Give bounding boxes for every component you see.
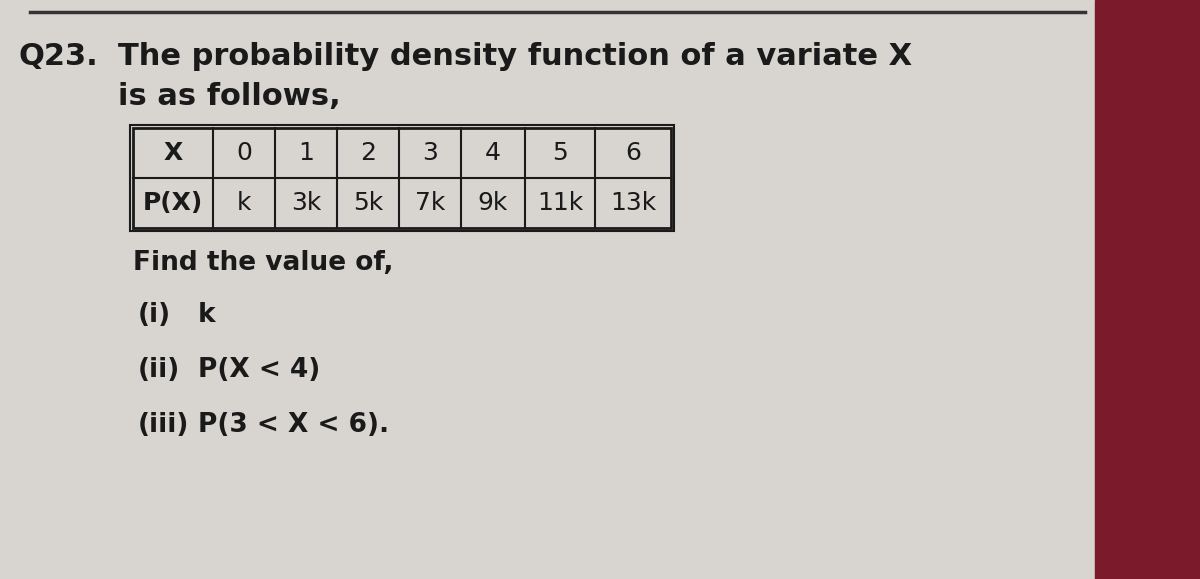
Bar <box>1096 0 1200 579</box>
Bar <box>275 128 337 178</box>
Text: (ii): (ii) <box>138 357 180 383</box>
Bar <box>526 178 595 228</box>
Bar <box>133 178 214 228</box>
Text: (iii): (iii) <box>138 412 190 438</box>
Text: 7k: 7k <box>415 191 445 215</box>
Text: 5k: 5k <box>353 191 383 215</box>
Text: 3: 3 <box>422 141 438 165</box>
Bar <box>130 125 674 231</box>
Bar <box>595 128 671 178</box>
Bar <box>595 178 671 228</box>
Text: P(3 < X < 6).: P(3 < X < 6). <box>198 412 389 438</box>
Bar <box>133 128 671 228</box>
Text: 6: 6 <box>625 141 641 165</box>
Text: k: k <box>198 302 216 328</box>
Bar <box>526 128 595 178</box>
Text: 3k: 3k <box>290 191 322 215</box>
Text: 5: 5 <box>552 141 568 165</box>
Bar <box>461 178 526 228</box>
Text: 2: 2 <box>360 141 376 165</box>
Bar <box>214 178 275 228</box>
Text: Find the value of,: Find the value of, <box>133 250 394 276</box>
Text: P(X < 4): P(X < 4) <box>198 357 320 383</box>
Bar <box>461 128 526 178</box>
Bar <box>275 178 337 228</box>
Text: P(X): P(X) <box>143 191 203 215</box>
Text: 11k: 11k <box>536 191 583 215</box>
Bar <box>214 128 275 178</box>
Text: 1: 1 <box>298 141 314 165</box>
Bar <box>398 178 461 228</box>
Bar <box>337 178 398 228</box>
Text: k: k <box>236 191 251 215</box>
Text: The probability density function of a variate X: The probability density function of a va… <box>118 42 912 71</box>
Text: 4: 4 <box>485 141 502 165</box>
Text: 13k: 13k <box>610 191 656 215</box>
Text: Q23.: Q23. <box>18 42 97 71</box>
Text: 0: 0 <box>236 141 252 165</box>
Bar <box>337 128 398 178</box>
Bar <box>133 128 214 178</box>
Text: X: X <box>163 141 182 165</box>
Text: is as follows,: is as follows, <box>118 82 341 111</box>
Text: 9k: 9k <box>478 191 508 215</box>
Text: (i): (i) <box>138 302 172 328</box>
Bar <box>398 128 461 178</box>
